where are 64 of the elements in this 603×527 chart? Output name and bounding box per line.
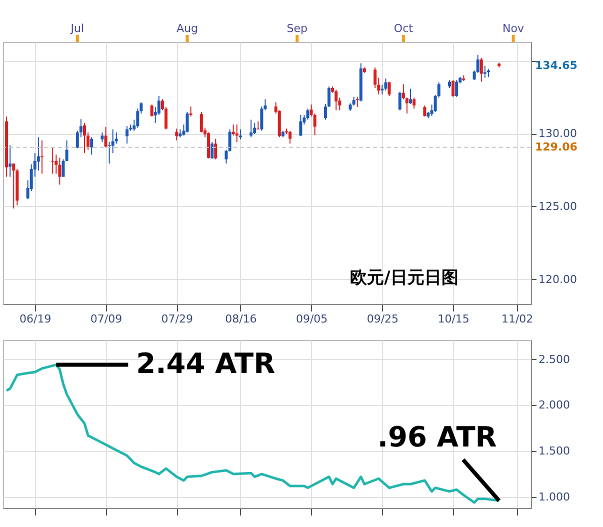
candlestick <box>224 149 228 164</box>
candlestick <box>150 104 154 118</box>
x2-tick-label: Oct <box>394 22 414 35</box>
x-tick-label: 08/16 <box>225 312 257 326</box>
x-tick-label: 07/09 <box>90 312 122 326</box>
x2-tick-label: Nov <box>502 22 525 35</box>
candlestick <box>455 80 458 98</box>
candlestick <box>83 122 86 154</box>
y-tick-label: 2.500 <box>538 352 570 366</box>
candlestick <box>175 128 178 141</box>
candlestick <box>235 124 238 142</box>
y-tick-label: 2.000 <box>538 398 570 412</box>
candlestick <box>238 128 242 140</box>
candlestick <box>58 157 62 186</box>
candlestick <box>108 141 111 164</box>
candlestick <box>409 88 412 104</box>
candlestick <box>306 108 310 120</box>
candlestick <box>90 136 94 156</box>
x2-tick-label: Jul <box>70 22 84 35</box>
annotation: 2.44 ATR <box>136 346 276 380</box>
candlestick <box>384 78 388 92</box>
candlestick <box>288 130 292 144</box>
y-tick-label: 130.00 <box>538 127 577 140</box>
x-tick-label: 09/05 <box>296 312 328 326</box>
x-tick-label: 10/15 <box>438 312 470 326</box>
y-tick-label: 1.000 <box>538 490 570 504</box>
y-tick-label: 1.500 <box>538 444 570 458</box>
candlestick <box>398 91 402 111</box>
x-tick-label: 06/19 <box>20 312 52 326</box>
candlestick <box>356 96 359 108</box>
candlestick <box>334 89 338 111</box>
candlestick <box>12 163 16 210</box>
candlestick <box>423 104 426 118</box>
candlestick <box>189 106 192 118</box>
candlestick <box>452 80 455 98</box>
candlestick <box>388 81 391 96</box>
candlestick <box>100 132 104 142</box>
candlestick <box>214 138 218 160</box>
candlestick <box>126 126 129 144</box>
ref-line-label: 129.06 <box>535 140 578 154</box>
candlestick <box>186 111 189 133</box>
candlestick <box>65 140 68 162</box>
y-tick-label: 120.00 <box>538 272 577 286</box>
candlestick <box>8 144 12 178</box>
candlestick <box>210 141 214 159</box>
candlestick <box>412 97 416 110</box>
x-tick-label: 07/29 <box>161 312 193 326</box>
candlestick <box>480 57 483 82</box>
candlestick <box>299 114 302 137</box>
candlestick <box>200 111 203 133</box>
y-tick-label: 125.00 <box>538 200 577 213</box>
x2-tick-label: Sep <box>286 22 308 35</box>
candlestick <box>250 119 253 138</box>
x-tick-label: 11/02 <box>501 312 534 326</box>
annotation: 欧元/日元日图 <box>350 268 458 288</box>
text: 134.65 <box>535 59 578 72</box>
annotation: .96 ATR <box>377 420 497 454</box>
x-tick-label: 09/25 <box>366 312 399 326</box>
x2-tick-label: Aug <box>176 22 198 35</box>
candlestick <box>483 65 486 78</box>
candlestick <box>104 126 108 148</box>
candlestick <box>228 128 232 152</box>
candlestick <box>62 158 65 178</box>
candlestick <box>253 122 256 134</box>
